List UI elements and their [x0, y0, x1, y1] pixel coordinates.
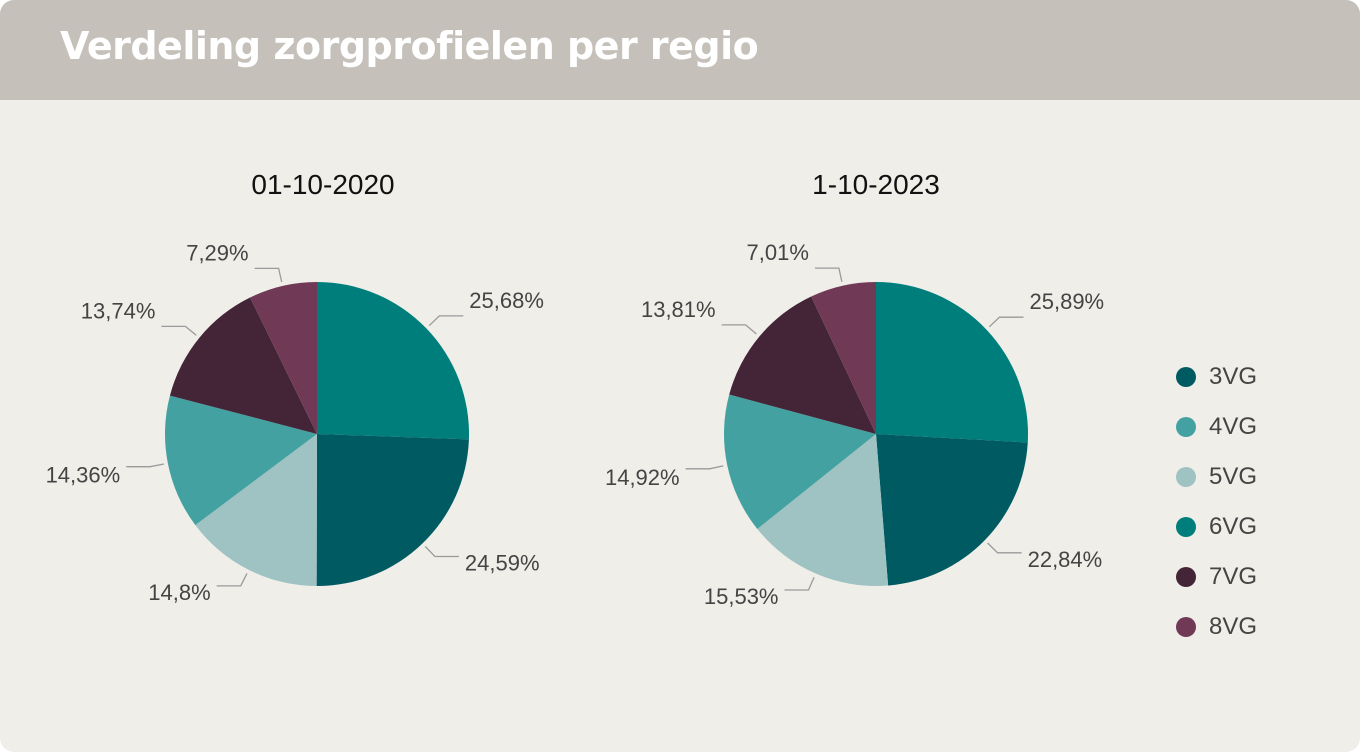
legend-swatch-8vg [1176, 617, 1196, 637]
pie-slice-8vg[interactable] [250, 282, 317, 434]
legend-label: 6VG [1209, 513, 1258, 540]
leader-line-6vg [428, 315, 464, 327]
pie-label-6vg: 25,68% [469, 288, 544, 313]
legend-item-4vg[interactable]: 4VG [1176, 402, 1257, 452]
leader-line-5vg [784, 576, 815, 591]
pie-label-8vg: 7,01% [747, 240, 809, 265]
pie-slice-3vg[interactable] [876, 434, 1028, 586]
leader-line-7vg [161, 325, 197, 336]
legend-item-5vg[interactable]: 5VG [1176, 452, 1257, 502]
legend-swatch-5vg [1176, 467, 1196, 487]
pie-slice-5vg[interactable] [195, 434, 317, 586]
legend-label: 4VG [1209, 413, 1258, 440]
leader-line-8vg [254, 267, 283, 283]
pie-chart-2023: 1-10-2023 25,89% 22,84% 15,53% 14,92% 13,81%… [605, 169, 1104, 609]
legend-swatch-4vg [1176, 417, 1196, 437]
legend-swatch-6vg [1176, 517, 1196, 537]
pie-label-4vg: 14,92% [605, 465, 680, 490]
leader-line-3vg [987, 542, 1022, 554]
pie-label-5vg: 15,53% [704, 584, 779, 609]
pie-slice-4vg[interactable] [723, 394, 876, 529]
legend-item-6vg[interactable]: 6VG [1176, 502, 1257, 552]
page-title: Verdeling zorgprofielen per regio [60, 24, 759, 68]
leader-line-7vg [721, 324, 757, 335]
legend-label: 5VG [1209, 463, 1258, 490]
leader-line-4vg [685, 465, 724, 470]
pie-label-4vg: 14,36% [46, 463, 121, 488]
legend-swatch-7vg [1176, 567, 1196, 587]
header-bar: Verdeling zorgprofielen per regio [0, 0, 1360, 100]
pie-slice-7vg[interactable] [729, 296, 876, 434]
legend-item-7vg[interactable]: 7VG [1176, 552, 1257, 602]
pie-label-6vg: 25,89% [1030, 289, 1105, 314]
pie-label-7vg: 13,74% [81, 298, 156, 323]
leader-line-3vg [424, 545, 459, 558]
leader-line-6vg [988, 316, 1024, 328]
leader-line-4vg [126, 463, 165, 468]
chart-title-2020: 01-10-2020 [251, 169, 394, 200]
legend-label: 3VG [1209, 363, 1258, 390]
legend-swatch-3vg [1176, 367, 1196, 387]
legend-label: 8VG [1209, 613, 1258, 640]
pie-label-8vg: 7,29% [186, 240, 248, 265]
pie-label-3vg: 22,84% [1028, 547, 1103, 572]
leader-line-5vg [216, 573, 248, 587]
pie-slice-5vg[interactable] [757, 434, 889, 587]
pie-slice-8vg[interactable] [811, 282, 876, 434]
pie-chart-2020: 01-10-2020 25,68% 24,59% 14,8% 14,36% 13,74%… [46, 169, 544, 605]
leader-line-8vg [814, 267, 843, 282]
pie-label-7vg: 13,81% [641, 297, 716, 322]
pie-label-3vg: 24,59% [465, 551, 540, 576]
legend-item-8vg[interactable]: 8VG [1176, 602, 1257, 652]
legend-label: 7VG [1209, 563, 1258, 590]
pie-label-5vg: 14,8% [148, 580, 210, 605]
pie-slice-6vg[interactable] [876, 282, 1028, 443]
chart-title-2023: 1-10-2023 [812, 169, 940, 200]
pie-slice-4vg[interactable] [164, 395, 317, 526]
pie-slice-3vg[interactable] [316, 434, 469, 587]
legend-item-3vg[interactable]: 3VG [1176, 352, 1257, 402]
pie-slice-7vg[interactable] [169, 297, 317, 434]
pie-slice-6vg[interactable] [317, 282, 470, 440]
legend: 3VG 4VG 5VG 6VG 7VG 8VG [1176, 352, 1257, 652]
